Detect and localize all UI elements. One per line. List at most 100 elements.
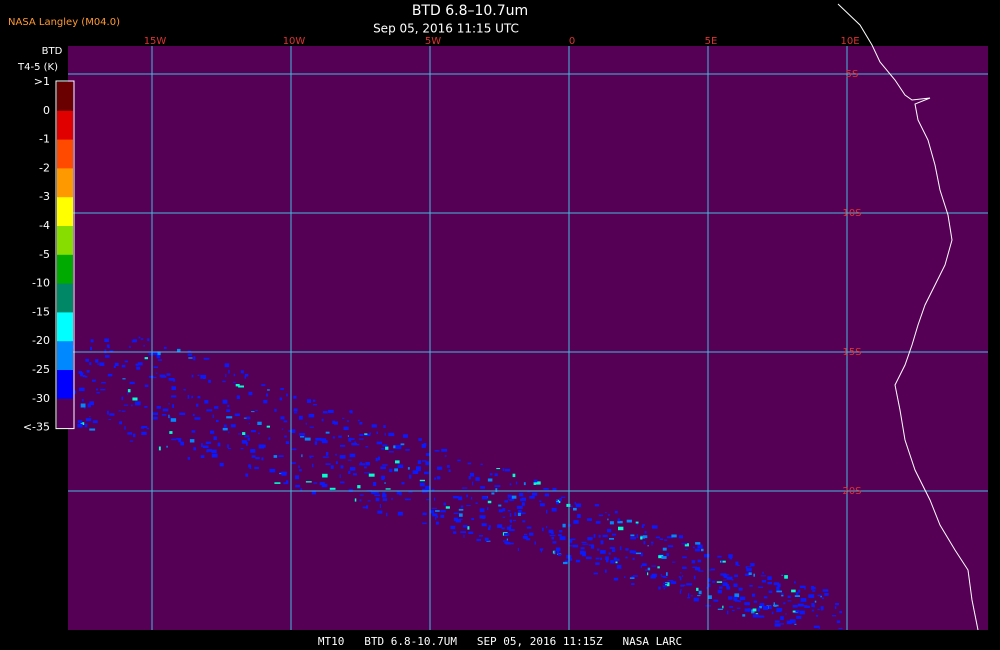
speckle <box>494 473 498 477</box>
speckle <box>418 438 422 441</box>
speckle <box>663 588 665 590</box>
speckle <box>471 518 474 521</box>
speckle <box>321 440 328 444</box>
speckle <box>650 575 656 579</box>
speckle <box>562 523 566 528</box>
speckle <box>803 605 808 607</box>
speckle <box>698 570 704 572</box>
speckle <box>440 510 446 513</box>
speckle <box>227 444 229 448</box>
colorbar-label: -4 <box>39 219 50 232</box>
speckle <box>251 411 255 413</box>
speckle <box>460 531 466 534</box>
speckle <box>225 373 227 378</box>
speckle <box>416 466 421 471</box>
speckle <box>177 348 181 352</box>
speckle <box>286 480 289 484</box>
speckle <box>81 399 84 402</box>
speckle <box>77 423 83 428</box>
speckle <box>222 399 228 404</box>
speckle <box>820 606 824 610</box>
speckle <box>795 610 800 613</box>
speckle <box>424 471 429 475</box>
speckle <box>510 520 512 523</box>
speckle <box>301 454 303 458</box>
speckle <box>735 561 739 566</box>
speckle <box>786 620 792 625</box>
speckle <box>210 430 215 434</box>
speckle <box>321 483 328 488</box>
speckle <box>168 378 175 381</box>
speckle <box>597 548 600 551</box>
speckle <box>684 543 689 547</box>
speckle <box>717 608 723 610</box>
speckle <box>338 435 342 438</box>
speckle <box>799 610 805 615</box>
speckle <box>785 613 787 615</box>
speckle <box>723 575 727 578</box>
speckle <box>149 375 154 378</box>
speckle <box>709 569 712 571</box>
speckle <box>509 513 512 517</box>
speckle <box>727 610 729 615</box>
speckle <box>144 406 148 408</box>
speckle <box>792 610 798 613</box>
speckle <box>288 430 292 432</box>
speckle <box>585 556 592 560</box>
speckle <box>707 578 711 582</box>
speckle <box>131 339 133 343</box>
speckle <box>573 520 579 524</box>
speckle <box>405 449 410 451</box>
speckle <box>593 572 598 575</box>
speckle <box>481 523 487 527</box>
colorbar-label: -2 <box>39 161 50 174</box>
speckle <box>233 381 236 384</box>
speckle <box>540 548 542 553</box>
speckle <box>640 565 642 568</box>
speckle <box>448 469 451 472</box>
speckle <box>504 468 511 472</box>
speckle <box>507 498 509 500</box>
speckle <box>263 399 268 404</box>
speckle <box>274 482 281 484</box>
speckle <box>539 500 542 502</box>
speckle <box>509 524 512 527</box>
speckle <box>197 374 200 376</box>
speckle <box>109 350 114 352</box>
speckle <box>682 556 687 559</box>
speckle <box>839 611 842 614</box>
speckle <box>693 546 695 549</box>
speckle <box>307 399 311 403</box>
speckle <box>579 550 585 555</box>
speckle <box>169 416 171 420</box>
speckle <box>533 479 538 483</box>
speckle <box>423 443 427 446</box>
speckle <box>821 609 823 611</box>
speckle <box>587 537 593 541</box>
speckle <box>520 498 526 502</box>
speckle <box>821 597 824 600</box>
speckle <box>283 482 288 485</box>
speckle <box>761 580 766 583</box>
speckle <box>250 449 256 453</box>
speckle <box>643 541 646 545</box>
speckle <box>233 373 236 377</box>
speckle <box>744 602 750 606</box>
speckle <box>615 561 618 564</box>
speckle <box>388 451 394 453</box>
speckle <box>791 589 796 593</box>
speckle <box>731 579 734 581</box>
speckle <box>794 623 797 625</box>
speckle <box>299 433 305 436</box>
speckle <box>122 378 126 380</box>
speckle <box>349 467 356 471</box>
speckle <box>566 503 571 507</box>
speckle <box>524 533 528 536</box>
speckle <box>558 553 561 556</box>
lat-label: 10S <box>842 208 861 219</box>
speckle <box>831 615 837 617</box>
speckle <box>101 382 106 384</box>
speckle <box>391 497 393 501</box>
colorbar-label: -5 <box>39 248 50 261</box>
